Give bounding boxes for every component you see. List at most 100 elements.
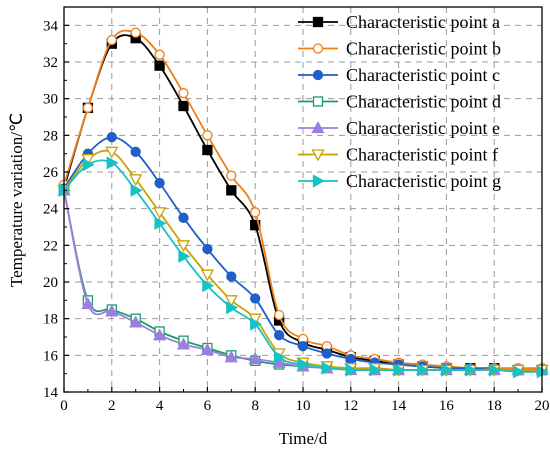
x-tick-label: 6 (204, 398, 212, 414)
data-point (130, 27, 141, 38)
data-point (393, 363, 406, 377)
x-tick-label: 10 (296, 398, 311, 414)
data-point (321, 348, 333, 359)
y-axis-title: Temperature variation/℃ (7, 113, 26, 287)
legend-swatch-marker (311, 149, 325, 162)
data-point (200, 342, 214, 355)
data-point (106, 156, 119, 170)
data-point (369, 363, 382, 377)
data-point (224, 295, 238, 308)
data-point (202, 130, 213, 141)
legend-swatch-marker (312, 174, 325, 188)
legend-label: Characteristic point a (346, 12, 500, 32)
data-point (250, 220, 261, 231)
y-tick-label: 30 (43, 92, 58, 108)
x-tick-label: 18 (487, 398, 502, 414)
data-point (202, 243, 213, 255)
legend-item-d: Characteristic point d (298, 92, 501, 112)
legend-item-f: Characteristic point f (298, 145, 498, 165)
legend-item-e: Characteristic point e (298, 118, 500, 138)
data-point (226, 170, 237, 181)
legend-label: Characteristic point g (346, 171, 501, 191)
data-point (178, 100, 189, 112)
legend: Characteristic point a Characteristic poi… (298, 12, 501, 191)
x-tick-label: 20 (535, 398, 550, 414)
x-tick-label: 14 (391, 398, 407, 414)
data-point (226, 271, 237, 282)
data-point (345, 353, 356, 365)
data-point (153, 207, 167, 220)
data-point (129, 174, 143, 187)
data-point (105, 304, 119, 317)
data-point (82, 102, 94, 113)
data-point (202, 279, 215, 293)
y-tick-label: 16 (43, 348, 59, 364)
data-point (81, 297, 95, 310)
y-tick-label: 34 (43, 18, 59, 34)
data-point (105, 146, 119, 159)
x-tick-label: 12 (343, 398, 358, 414)
legend-swatch-marker (312, 43, 324, 54)
data-point (297, 357, 310, 372)
data-point (250, 317, 263, 331)
legend-label: Characteristic point b (346, 39, 501, 59)
data-point (82, 158, 95, 172)
data-point (489, 363, 502, 377)
data-point (321, 361, 334, 375)
legend-item-b: Characteristic point b (298, 39, 501, 59)
y-tick-label: 24 (43, 202, 59, 218)
data-point (297, 341, 309, 352)
data-point (106, 132, 117, 143)
x-tick-label: 8 (251, 398, 259, 414)
legend-label: Characteristic point f (346, 145, 498, 165)
x-tick-label: 2 (108, 398, 116, 414)
legend-item-c: Characteristic point c (298, 65, 500, 85)
data-point (154, 177, 165, 189)
data-point (200, 269, 214, 282)
data-point (250, 293, 261, 304)
data-point (226, 185, 237, 196)
data-point (441, 363, 454, 377)
data-point (176, 337, 191, 350)
data-point (154, 49, 165, 60)
y-tick-label: 26 (43, 165, 59, 181)
data-point (178, 88, 189, 99)
x-axis-title: Time/d (279, 429, 328, 448)
legend-swatch-marker (312, 69, 324, 81)
legend-swatch-marker (312, 16, 324, 28)
legend-label: Characteristic point d (346, 92, 501, 112)
y-tick-label: 32 (43, 55, 58, 71)
data-point (345, 363, 358, 377)
data-point (154, 216, 167, 230)
data-point (250, 207, 261, 218)
series-layer (57, 27, 549, 379)
data-point (154, 60, 165, 71)
y-tick-label: 14 (43, 385, 59, 401)
legend-label: Characteristic point c (346, 65, 500, 85)
data-point (176, 240, 191, 253)
data-point (153, 328, 167, 341)
data-point (224, 350, 238, 363)
x-tick-label: 16 (439, 398, 455, 414)
data-point (248, 352, 262, 365)
data-point (465, 363, 478, 377)
data-point (273, 350, 286, 364)
legend-swatch-marker (311, 121, 325, 134)
y-tick-label: 18 (43, 312, 58, 328)
data-point (202, 144, 213, 156)
y-tick-label: 20 (43, 275, 58, 291)
y-tick-label: 22 (43, 238, 58, 254)
x-tick-label: 4 (156, 398, 164, 414)
legend-item-a: Characteristic point a (298, 12, 500, 32)
data-point (178, 212, 189, 223)
y-tick-label: 28 (43, 128, 58, 144)
data-point (129, 315, 143, 328)
data-point (417, 363, 430, 377)
legend-swatch-marker (312, 96, 324, 107)
data-point (273, 330, 285, 341)
data-point (106, 34, 117, 46)
legend-label: Characteristic point e (346, 118, 500, 138)
data-point (512, 365, 525, 379)
